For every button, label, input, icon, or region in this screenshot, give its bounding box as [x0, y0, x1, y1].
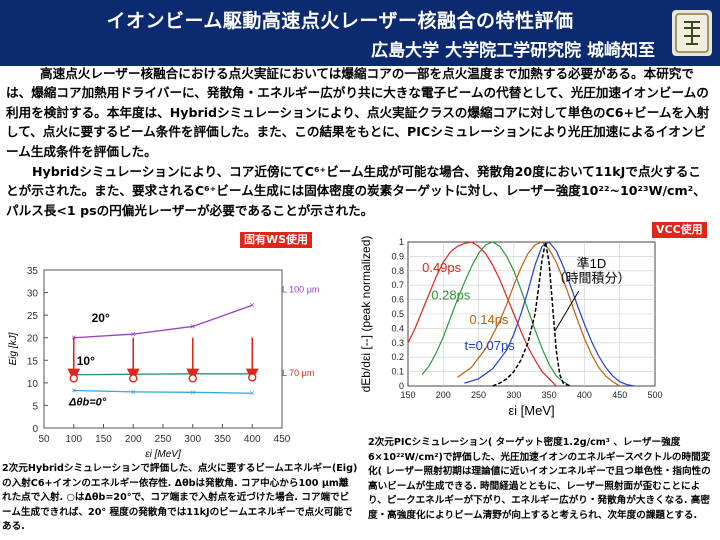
title-banner: イオンビーム駆動高速点火レーザー核融合の特性評価 広島大学 大学院工学研究院 城… — [0, 0, 720, 66]
y-tick-label: 0 — [399, 381, 404, 391]
y-tick-label: 0.9 — [391, 251, 404, 261]
data-point-marker: × — [190, 321, 195, 331]
x-tick-label: 50 — [38, 434, 50, 445]
core-edge-point — [188, 374, 197, 383]
y-tick-label: 30 — [27, 289, 39, 300]
logo-emblem-icon — [675, 13, 709, 53]
x-tick-label: 150 — [400, 390, 415, 400]
right-figure-caption: 2次元PICシミュレーション( ターゲット密度1.2g/cm³ 、レーザー強度 … — [368, 437, 711, 521]
data-point-marker: × — [71, 386, 76, 396]
y-tick-label: 0.4 — [391, 323, 404, 333]
author-affiliation: 広島大学 大学院工学研究院 城崎知至 — [371, 41, 655, 61]
core-edge-point — [129, 374, 138, 383]
y-tick-label: 35 — [27, 266, 39, 277]
y-tick-label: 0.6 — [391, 295, 404, 305]
y-tick-label: 1 — [399, 237, 404, 247]
angle-10-label: 10° — [77, 354, 95, 368]
page-title: イオンビーム駆動高速点火レーザー核融合の特性評価 — [106, 10, 574, 32]
spectrum-line — [492, 241, 571, 387]
y-tick-label: 0 — [32, 424, 38, 435]
spot-100-label: L 100 μm — [282, 285, 319, 295]
ion-spectrum-chart: 150 200 250 300 350 400 450 500 0 0.1 0.2 0.3 0.4 0.5… — [359, 236, 663, 418]
x-tick-label: 300 — [184, 434, 201, 445]
abstract-paragraph-2: Hybridシミュレーションにより、コア近傍にてC⁶⁺ビーム生成が可能な場合、発… — [6, 164, 706, 218]
y-tick-label: 20 — [27, 334, 39, 345]
series-label: 0.28ps — [431, 288, 471, 303]
y-tick-label: 0.8 — [391, 266, 404, 276]
y-tick-label: 15 — [27, 356, 39, 367]
x-tick-label: 300 — [506, 390, 521, 400]
y-tick-label: 10 — [27, 379, 39, 390]
series-label: t=0.07ps — [464, 338, 515, 353]
data-point-marker: × — [131, 329, 136, 339]
spectrum-line — [457, 241, 621, 387]
left-figure-caption: 2次元Hybridシミュレーションで評価した、点火に要するビームエネルギー(Ei… — [2, 463, 358, 533]
spectrum-line — [464, 241, 634, 387]
y-tick-label: 0.5 — [391, 309, 404, 319]
y-tick-label: 0.7 — [391, 280, 404, 290]
x-tick-label: 500 — [647, 390, 662, 400]
series-line-deg0 — [73, 389, 253, 394]
x-axis-label: εi [MeV] — [508, 403, 554, 418]
y-tick-label: 0.2 — [391, 352, 404, 362]
series-label: 0.49ps — [422, 260, 462, 275]
spectrum-line — [421, 241, 571, 387]
x-tick-label: 450 — [274, 434, 291, 445]
x-tick-label: 350 — [542, 390, 557, 400]
core-edge-point — [69, 374, 78, 383]
y-tick-label: 0.3 — [391, 338, 404, 348]
x-tick-label: 250 — [155, 434, 172, 445]
x-tick-label: 350 — [214, 434, 231, 445]
x-tick-label: 450 — [612, 390, 627, 400]
angle-20-label: 20° — [92, 311, 110, 325]
x-tick-label: 400 — [577, 390, 592, 400]
y-axis-label: dEb/dεi [--] (peak normalized) — [359, 236, 373, 393]
data-point-marker: × — [250, 300, 255, 310]
quasi-1d-label: 準1D — [577, 256, 607, 271]
ws-usage-badge: 固有WS使用 — [240, 232, 313, 248]
x-tick-label: 200 — [125, 434, 142, 445]
series-line-deg20 — [73, 304, 253, 339]
y-tick-label: 0.1 — [391, 367, 404, 377]
data-point-marker: × — [190, 387, 195, 397]
x-axis-label: εi [MeV] — [145, 449, 181, 460]
x-tick-label: 250 — [471, 390, 486, 400]
data-point-marker: × — [250, 388, 255, 398]
university-logo — [672, 10, 712, 56]
y-axis-label: Eig [kJ] — [8, 332, 19, 365]
data-point-marker: × — [131, 387, 136, 397]
y-tick-label: 25 — [27, 311, 39, 322]
quasi-1d-pointer — [554, 290, 580, 332]
series-label: 0.14ps — [469, 312, 509, 327]
abstract-paragraph-1: 高速点火レーザー核融合における点火実証においては爆縮コアの一部を点火温度まで加熱… — [6, 66, 710, 159]
vcc-usage-badge: VCC使用 — [652, 222, 707, 238]
spot-70-label: L 70 μm — [282, 368, 314, 378]
angle-0-label: Δθb=0° — [68, 396, 107, 408]
x-tick-label: 100 — [65, 434, 82, 445]
x-tick-label: 150 — [95, 434, 112, 445]
time-integrated-label: （時間積分） — [552, 270, 630, 285]
x-tick-label: 200 — [436, 390, 451, 400]
y-tick-label: 5 — [32, 401, 38, 412]
ignition-energy-chart: 0 5 10 15 20 25 30 35 50 100 150 200 250 300 350 400 450… — [8, 266, 319, 460]
x-tick-label: 400 — [244, 434, 261, 445]
series-line-deg10 — [73, 373, 253, 376]
core-edge-point — [248, 373, 257, 382]
